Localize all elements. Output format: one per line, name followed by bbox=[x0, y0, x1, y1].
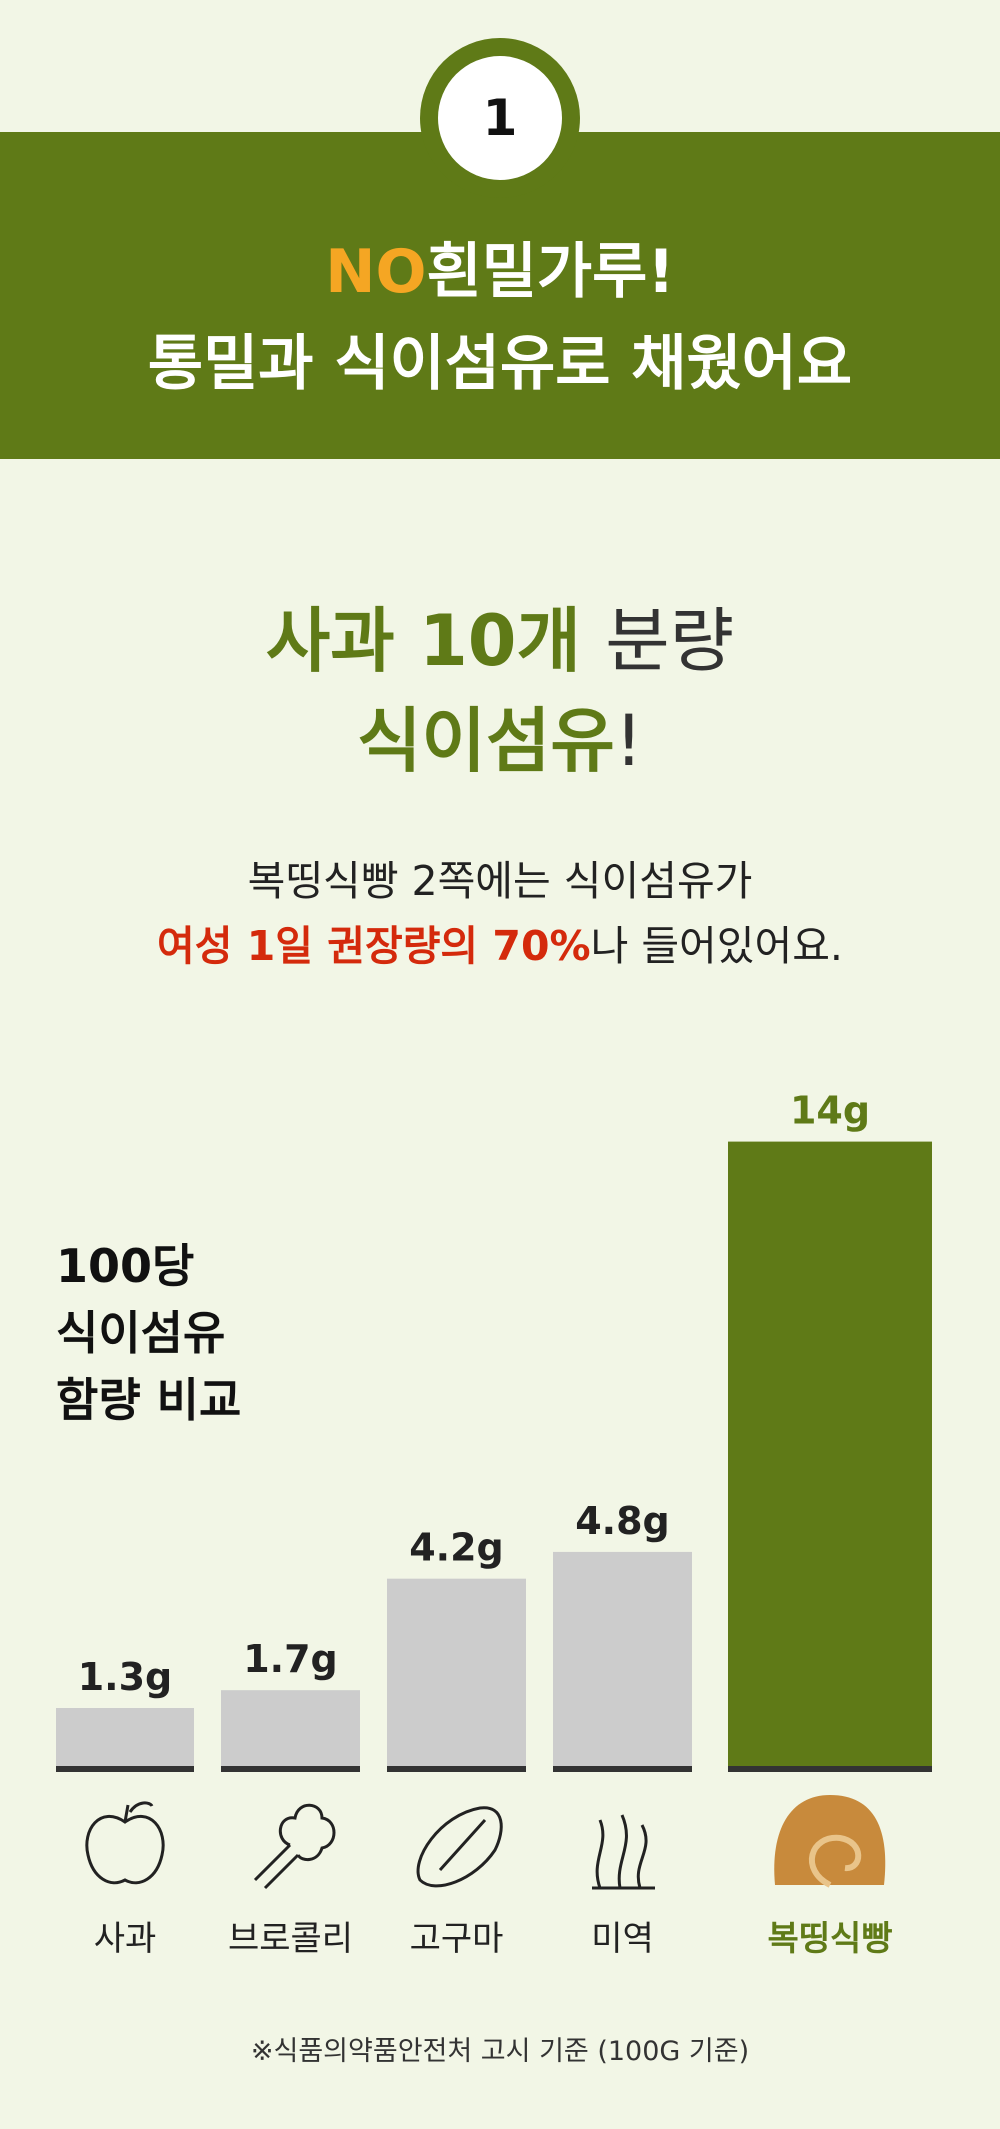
badge bbox=[438, 56, 562, 180]
category-label: 브로콜리 bbox=[228, 1919, 353, 1959]
value-label: 1.3g bbox=[78, 1655, 173, 1699]
icons bbox=[85, 1801, 655, 1890]
bar bbox=[387, 1578, 526, 1766]
chart-title: 식이섬유 bbox=[56, 1306, 225, 1360]
description-text: 나 들어있어요. bbox=[591, 922, 843, 970]
headline-line1: 사과 10개 분량 bbox=[266, 600, 734, 682]
bar-base bbox=[221, 1766, 360, 1772]
headline-line2: 식이섬유! bbox=[357, 700, 643, 782]
header-line2: 통밀과 식이섬유로 채웠어요 bbox=[148, 329, 852, 399]
value-label: 1.7g bbox=[243, 1637, 338, 1681]
header-line1: NO흰밀가루! bbox=[325, 237, 674, 307]
headline-text: 분량 bbox=[605, 600, 734, 682]
header-highlight: NO bbox=[325, 237, 426, 307]
bar bbox=[221, 1690, 360, 1766]
bar-base bbox=[553, 1766, 692, 1772]
sweet-potato-icon bbox=[416, 1806, 503, 1888]
bar-base bbox=[387, 1766, 526, 1772]
seaweed-icon bbox=[592, 1814, 655, 1890]
description-line1: 복띵식빵 2쪽에는 식이섬유가 bbox=[248, 857, 753, 905]
bar bbox=[56, 1708, 194, 1766]
description-line2: 여성 1일 권장량의 70%나 들어있어요. bbox=[157, 922, 843, 970]
category-label: 복띵식빵 bbox=[767, 1919, 892, 1959]
category-label: 고구마 bbox=[410, 1919, 504, 1959]
bar bbox=[553, 1551, 692, 1766]
badge-number: 1 bbox=[483, 89, 518, 147]
bread-swirl bbox=[809, 1834, 862, 1888]
bread-icon bbox=[774, 1795, 886, 1888]
chart-title: 함량 비교 bbox=[56, 1373, 241, 1427]
headline-strong: 사과 10개 bbox=[266, 600, 581, 682]
bar-base bbox=[56, 1766, 194, 1772]
value-label: 4.2g bbox=[409, 1526, 504, 1570]
broccoli-icon bbox=[253, 1803, 336, 1890]
headline-mark: ! bbox=[615, 700, 643, 782]
footnote: ※식품의약품안전처 고시 기준 (100G 기준) bbox=[251, 2036, 749, 2067]
headline-strong: 식이섬유 bbox=[357, 700, 615, 782]
chart-title: 100당 bbox=[56, 1239, 194, 1293]
bar-base bbox=[728, 1766, 932, 1772]
description-highlight: 여성 1일 권장량의 70% bbox=[157, 922, 591, 970]
header-text: 흰밀가루! bbox=[427, 237, 675, 307]
apple-icon bbox=[85, 1801, 165, 1885]
bar bbox=[728, 1141, 932, 1766]
value-label: 4.8g bbox=[575, 1499, 670, 1543]
category-label: 사과 bbox=[94, 1919, 157, 1959]
value-label: 14g bbox=[790, 1089, 870, 1133]
category-label: 미역 bbox=[591, 1919, 654, 1959]
